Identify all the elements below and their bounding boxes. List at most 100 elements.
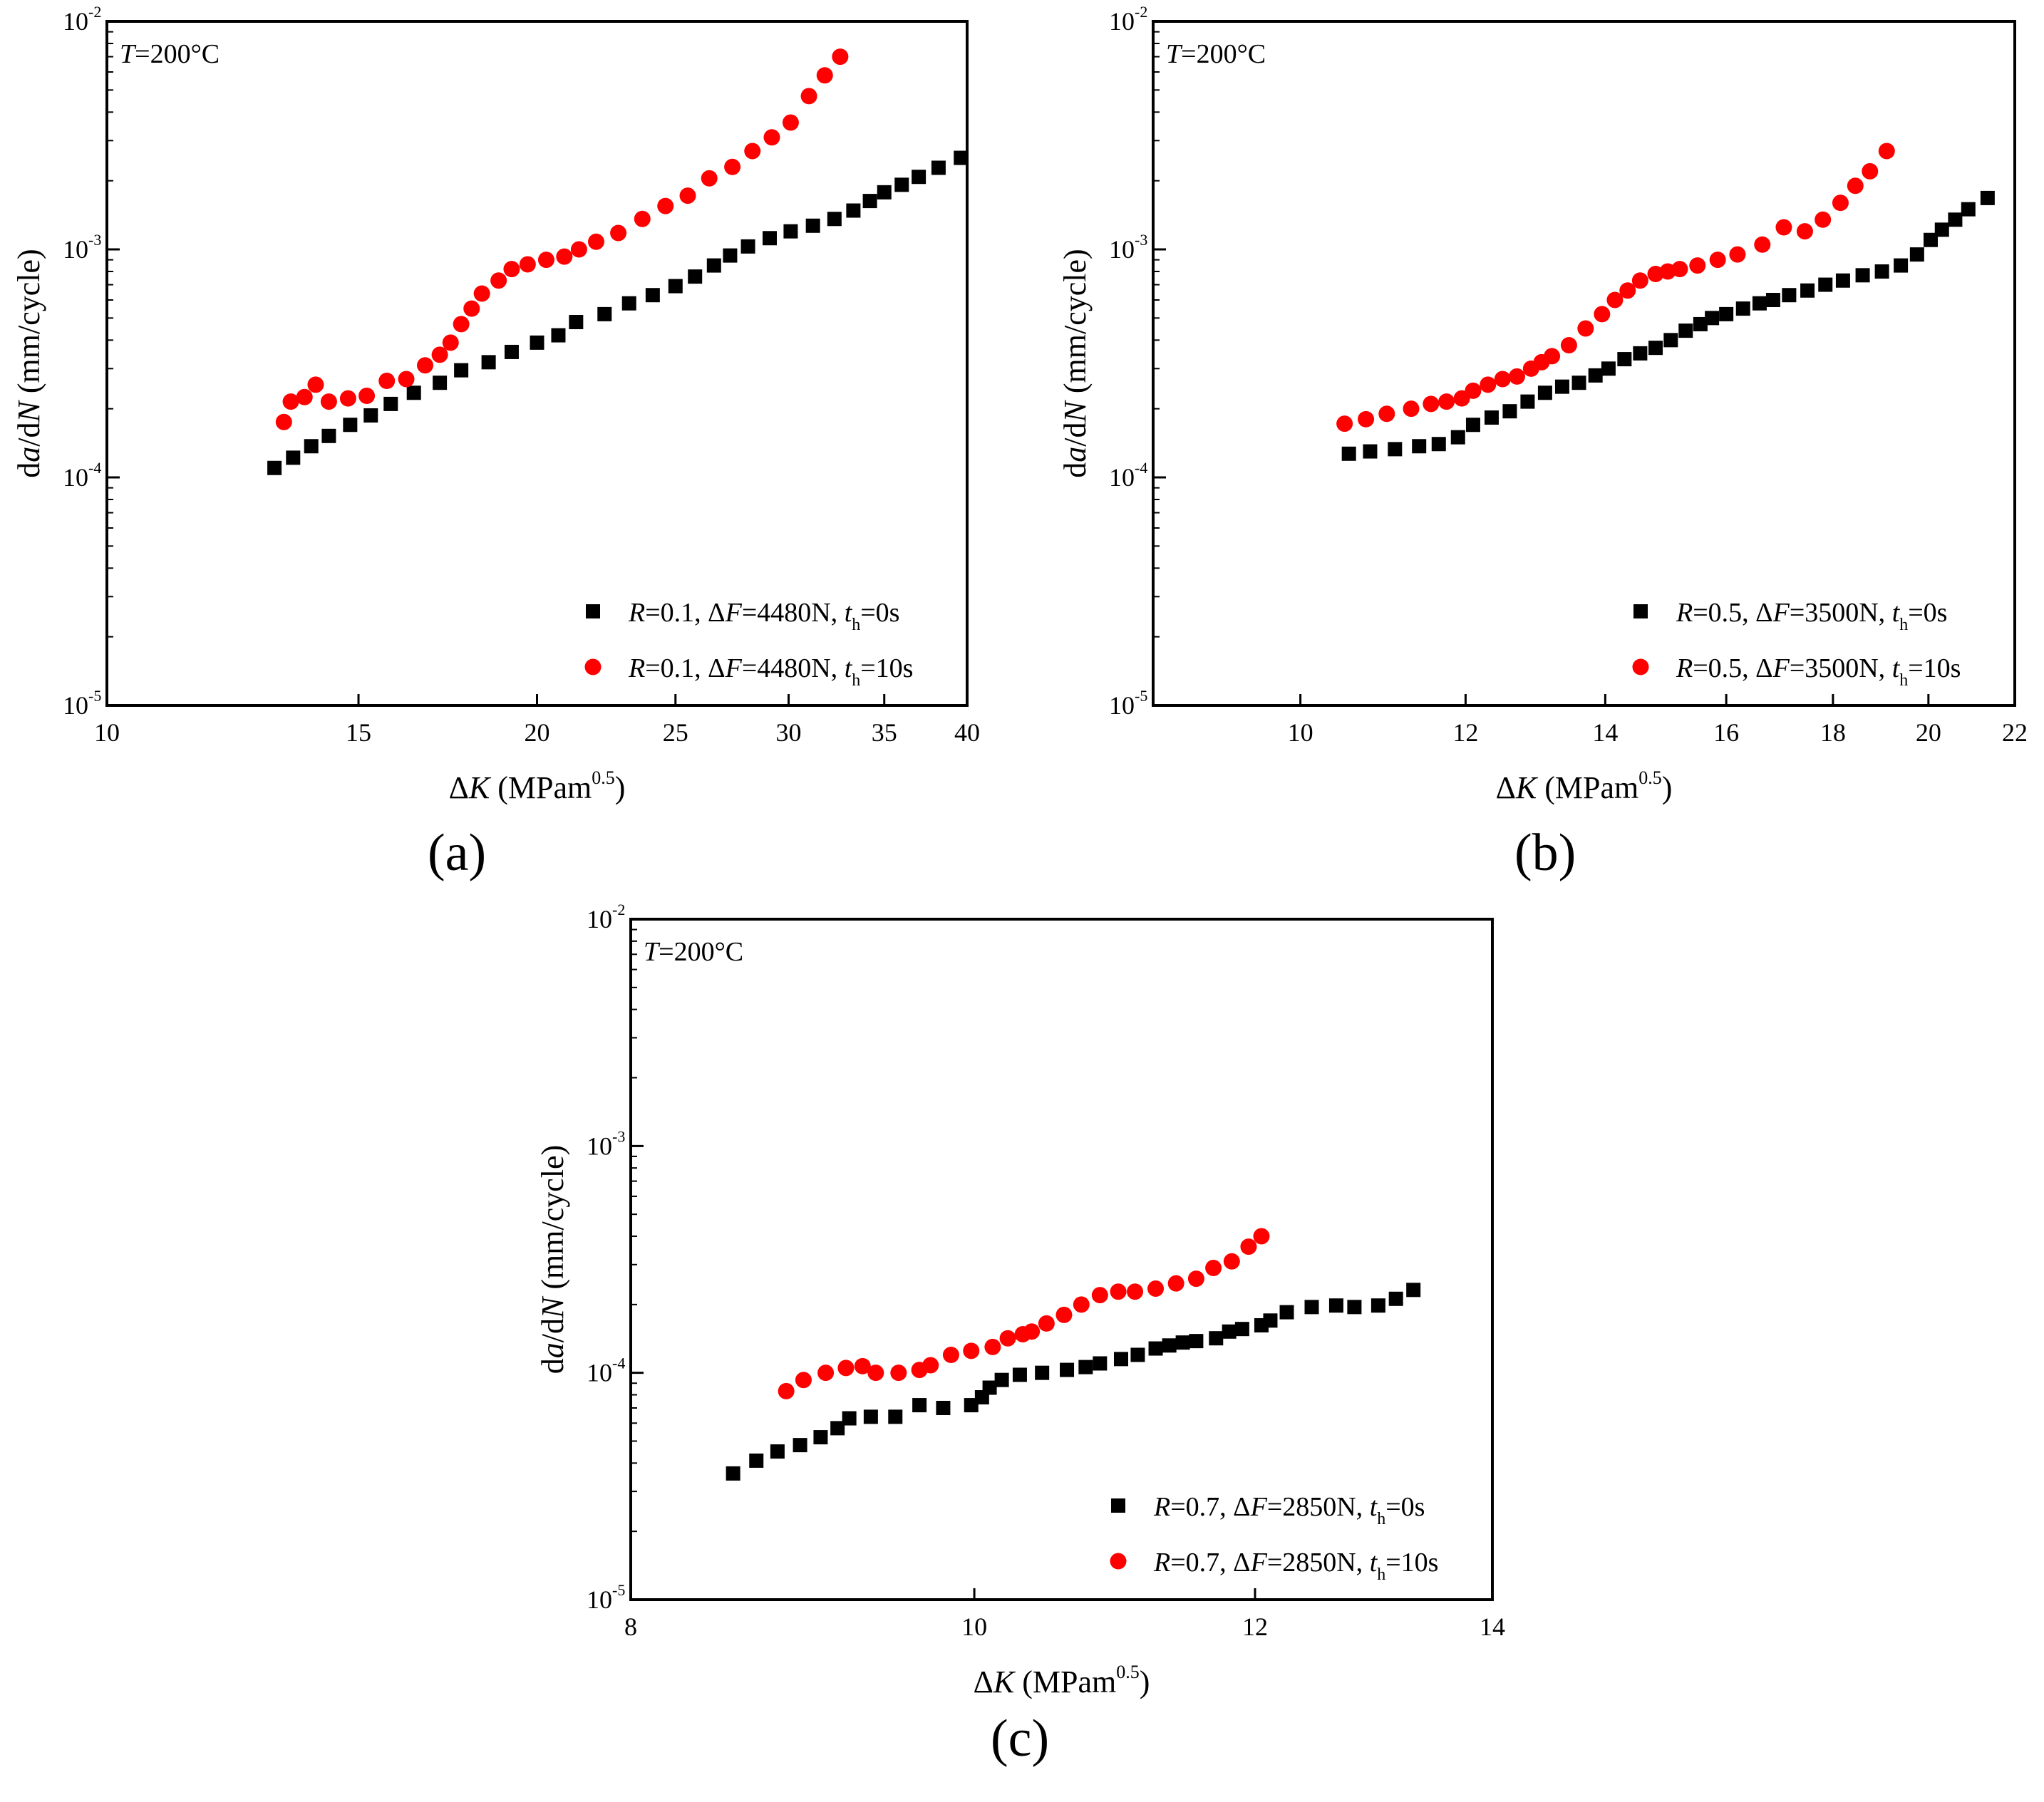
data-point (1709, 252, 1726, 269)
data-point (343, 418, 358, 433)
data-point (1162, 1338, 1177, 1353)
data-point (890, 1365, 907, 1382)
data-point (793, 1438, 807, 1453)
data-point (1279, 1305, 1294, 1320)
chart-0: 10 15 20 25 30 35 40 10-5 10-4 10-3 10-2 T=200°C ΔK … (11, 3, 980, 805)
data-point (307, 376, 324, 393)
panel-label-b: (b) (1514, 824, 1576, 882)
data-point (1560, 336, 1577, 353)
legend-marker (1633, 604, 1648, 618)
data-point (1878, 143, 1895, 160)
data-point (1187, 1270, 1204, 1288)
x-tick-label: 20 (1916, 718, 1941, 747)
y-axis-label: da/dN (mm/cycle) (1058, 249, 1093, 477)
data-point (1012, 1367, 1027, 1382)
data-point (1874, 264, 1889, 279)
data-point (1113, 1352, 1128, 1367)
x-tick-label: 16 (1713, 718, 1739, 747)
data-point (645, 288, 660, 303)
data-point (1147, 1280, 1165, 1298)
data-point (931, 160, 946, 175)
data-point (1438, 393, 1455, 410)
data-point (570, 241, 587, 258)
data-point (503, 261, 520, 278)
data-point (1480, 376, 1497, 393)
data-point (1406, 1283, 1421, 1298)
data-point (964, 1398, 979, 1413)
temperature-annotation: T=200°C (120, 39, 220, 69)
data-point (504, 344, 519, 359)
data-point (1078, 1360, 1093, 1374)
data-point (569, 315, 584, 330)
data-point (378, 373, 396, 390)
data-point (984, 1338, 1001, 1355)
data-point (963, 1342, 980, 1360)
data-point (1209, 1331, 1224, 1346)
data-point (358, 387, 376, 404)
y-tick-label: 10-3 (1109, 231, 1147, 264)
data-point (1571, 376, 1586, 390)
data-point (999, 1330, 1016, 1347)
data-point (842, 1411, 857, 1426)
data-point (912, 170, 926, 185)
data-point (800, 88, 817, 105)
data-point (770, 1444, 785, 1459)
x-tick-label: 10 (1288, 718, 1313, 747)
x-axis-label: ΔK (MPam0.5) (1496, 767, 1673, 805)
data-point (1577, 320, 1594, 337)
data-point (1847, 177, 1864, 195)
x-tick-label: 35 (872, 718, 897, 747)
data-point (1520, 394, 1535, 409)
data-point (587, 233, 604, 250)
x-tick-label: 15 (346, 718, 371, 747)
temperature-annotation: T=200°C (1166, 39, 1266, 69)
y-tick-label: 10-3 (587, 1127, 625, 1160)
data-point (837, 1360, 855, 1377)
y-tick-label: 10-2 (63, 3, 101, 36)
data-point (1948, 212, 1963, 227)
data-point (827, 212, 842, 227)
data-point (1961, 202, 1976, 217)
data-point (1855, 268, 1870, 283)
legend-marker (584, 658, 602, 675)
data-point (267, 460, 282, 475)
plot-frame (1152, 20, 2016, 707)
data-point (406, 385, 421, 400)
data-point (1465, 418, 1480, 433)
data-point (706, 258, 721, 273)
data-point (463, 300, 480, 317)
x-tick-label: 12 (1242, 1612, 1268, 1641)
data-point (1110, 1283, 1127, 1300)
y-tick-label: 10-2 (1109, 3, 1147, 36)
data-point (431, 346, 448, 363)
data-point (537, 252, 554, 269)
data-point (1484, 410, 1499, 425)
data-point (1705, 311, 1720, 326)
data-point (1388, 1291, 1403, 1306)
series-th-0s (267, 150, 969, 475)
legend-marker (1111, 1498, 1125, 1513)
y-tick-label: 10-4 (587, 1355, 625, 1387)
data-point (1336, 415, 1353, 433)
x-axis-label: ΔK (MPam0.5) (449, 767, 626, 805)
data-point (813, 1430, 828, 1445)
data-point (296, 388, 313, 405)
data-point (1403, 400, 1420, 418)
data-point (1617, 352, 1632, 367)
data-point (481, 355, 496, 370)
data-point (1378, 405, 1395, 423)
data-point (1647, 266, 1664, 283)
data-point (1431, 437, 1446, 452)
data-point (1148, 1341, 1163, 1356)
data-point (1619, 282, 1636, 299)
panel-label-c: (c) (991, 1709, 1050, 1768)
data-point (1223, 1253, 1240, 1270)
data-point (749, 1453, 764, 1468)
data-point (1818, 277, 1833, 292)
data-point (1263, 1313, 1278, 1328)
data-point (551, 328, 566, 343)
data-point (1594, 306, 1611, 323)
data-point (1167, 1275, 1184, 1292)
data-point (473, 285, 490, 302)
data-point (519, 256, 536, 273)
